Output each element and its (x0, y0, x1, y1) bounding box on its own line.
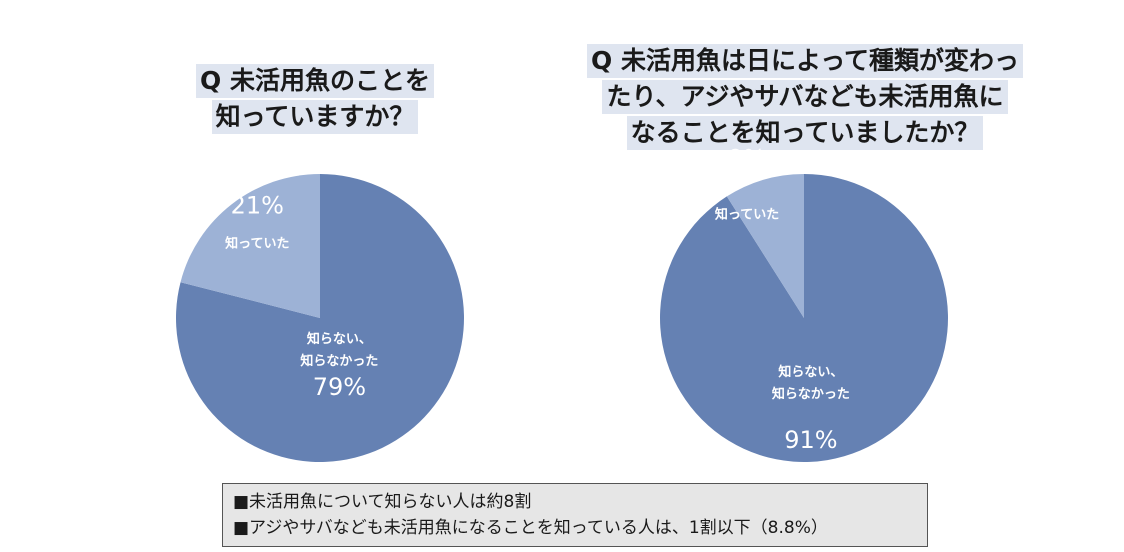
pie-2-slice-1-label: 知らなかった (772, 386, 850, 402)
pie-1-slice-1 (175, 174, 464, 462)
pie-1-slice-1-value: 79% (313, 373, 366, 401)
chart-1-title: Q 未活用魚のことを 知っていますか？ (165, 64, 465, 136)
summary-line-2: ■アジやサバなども未活用魚になることを知っている人は、1割以下（8.8%） (233, 518, 828, 538)
chart-1-title-line: 知っていますか？ (211, 100, 419, 134)
pie-1-slice-2-label: 知っていた (225, 235, 289, 251)
pie-2-slice-1-label: 知らない、 (778, 364, 843, 380)
pie-2-slice-2-value: 9% (728, 144, 766, 172)
chart-2-title: Q 未活用魚は日によって種類が変わっ たり、アジやサバなども未活用魚に なること… (555, 44, 1055, 152)
chart-1-title-line: Q 未活用魚のことを (196, 64, 434, 98)
pie-chart-2: 知らない、知らなかった 91% 知っていた 9% (660, 144, 948, 462)
pie-1-slice-1-label: 知らない、 (307, 331, 372, 347)
chart-2-title-line: たり、アジやサバなども未活用魚に (602, 80, 1008, 114)
pie-1-slice-2 (180, 174, 320, 318)
pie-2-slice-1-value: 91% (784, 426, 837, 454)
pie-chart-1: 知らない、知らなかった 79% 知っていた 21% (175, 174, 464, 462)
pie-2-slice-2-label: 知っていた (715, 206, 779, 222)
pie-2-slice-2 (726, 174, 804, 318)
pie-1-slice-1-label: 知らなかった (300, 353, 378, 369)
summary-line-1: ■未活用魚について知らない人は約8割 (233, 492, 532, 512)
pie-1-slice-2-value: 21% (231, 191, 284, 219)
summary-box: ■未活用魚について知らない人は約8割 ■アジやサバなども未活用魚になることを知っ… (222, 483, 928, 547)
chart-2-title-line: なることを知っていましたか？ (626, 116, 984, 150)
chart-2-title-line: Q 未活用魚は日によって種類が変わっ (587, 44, 1023, 78)
